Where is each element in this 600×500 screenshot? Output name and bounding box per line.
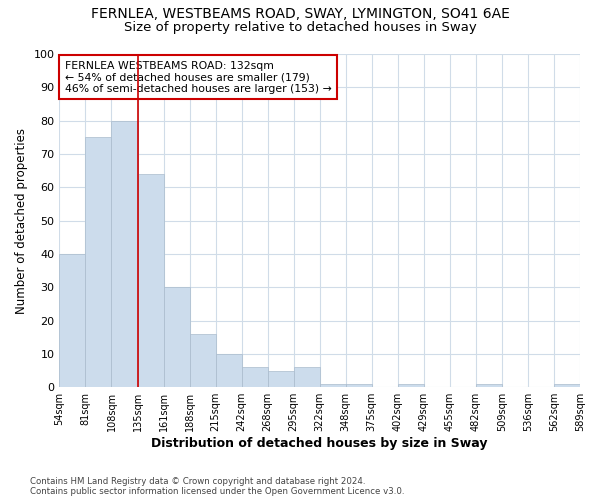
- Bar: [59, 254, 85, 387]
- Bar: [268, 370, 293, 387]
- Bar: [320, 384, 346, 387]
- X-axis label: Distribution of detached houses by size in Sway: Distribution of detached houses by size …: [151, 437, 488, 450]
- Bar: [137, 174, 164, 387]
- Text: Size of property relative to detached houses in Sway: Size of property relative to detached ho…: [124, 21, 476, 34]
- Bar: [476, 384, 502, 387]
- Bar: [346, 384, 372, 387]
- Bar: [190, 334, 215, 387]
- Bar: [242, 367, 268, 387]
- Bar: [398, 384, 424, 387]
- Bar: [164, 287, 190, 387]
- Text: FERNLEA, WESTBEAMS ROAD, SWAY, LYMINGTON, SO41 6AE: FERNLEA, WESTBEAMS ROAD, SWAY, LYMINGTON…: [91, 8, 509, 22]
- Text: FERNLEA WESTBEAMS ROAD: 132sqm
← 54% of detached houses are smaller (179)
46% of: FERNLEA WESTBEAMS ROAD: 132sqm ← 54% of …: [65, 60, 331, 94]
- Bar: [215, 354, 242, 387]
- Bar: [293, 367, 320, 387]
- Y-axis label: Number of detached properties: Number of detached properties: [15, 128, 28, 314]
- Bar: [85, 138, 112, 387]
- Text: Contains HM Land Registry data © Crown copyright and database right 2024.
Contai: Contains HM Land Registry data © Crown c…: [30, 476, 404, 496]
- Bar: [554, 384, 580, 387]
- Bar: [112, 120, 137, 387]
